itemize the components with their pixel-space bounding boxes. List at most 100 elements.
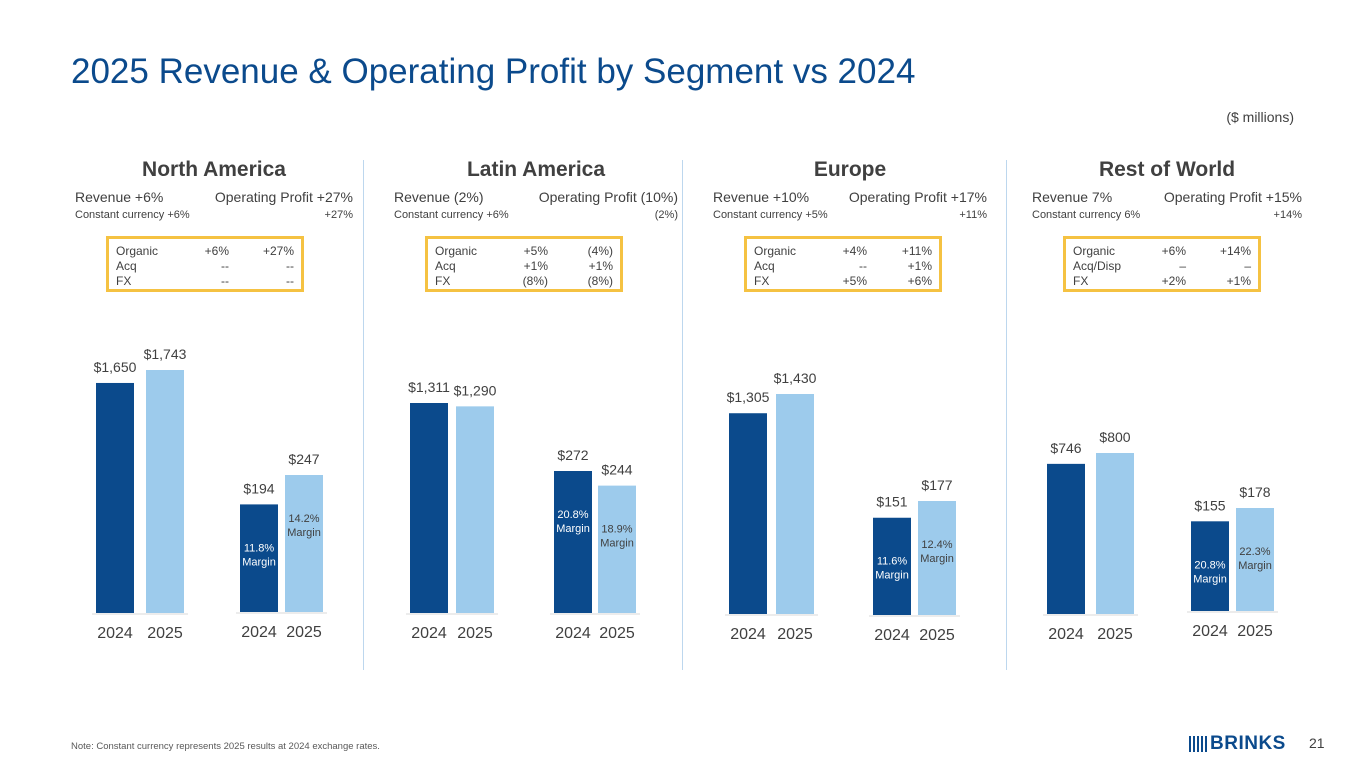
page-title: 2025 Revenue & Operating Profit by Segme… <box>71 52 916 91</box>
data-label: $247 <box>288 451 319 467</box>
bridge-row: Acq -- +1% <box>754 259 932 274</box>
op-profit-growth: Operating Profit +27% <box>214 189 353 205</box>
margin-label: Margin <box>287 527 321 539</box>
bridge-label: Organic <box>435 244 478 258</box>
bridge-row: Acq +1% +1% <box>435 259 613 274</box>
revenue-growth: Revenue 7% <box>1032 189 1113 205</box>
x-tick-label: 2025 <box>147 625 183 642</box>
bar-2024 <box>554 471 592 613</box>
bridge-row: Organic +6% +27% <box>116 244 294 259</box>
margin-label: 11.8% <box>244 542 275 554</box>
bar-2025 <box>918 501 956 615</box>
op-profit-growth: Operating Profit +17% <box>848 189 987 205</box>
page-number: 21 <box>1309 735 1325 751</box>
logo-bars-icon <box>1189 736 1207 752</box>
margin-label: 20.8% <box>557 509 588 521</box>
bridge-rev: +5% <box>842 274 867 288</box>
data-label: $151 <box>876 494 907 510</box>
bar-2024 <box>96 382 134 613</box>
margin-label: Margin <box>600 538 634 550</box>
bridge-label: FX <box>1073 274 1089 288</box>
bridge-row: FX +2% +1% <box>1073 274 1251 289</box>
growth-bridge-box: Organic +6% +14% Acq/Disp – – FX +2% +1% <box>1063 236 1261 292</box>
bar-2024 <box>1047 463 1085 614</box>
bridge-label: Organic <box>116 244 159 258</box>
margin-label: 11.6% <box>877 556 908 568</box>
bridge-rev: +4% <box>842 244 867 258</box>
bridge-op: (4%) <box>587 244 613 258</box>
data-label: $155 <box>1194 497 1225 513</box>
data-label: $1,305 <box>727 389 770 405</box>
segment-title: Europe <box>813 158 887 181</box>
bridge-label: FX <box>435 274 451 288</box>
bridge-op: +1% <box>1226 274 1251 288</box>
bridge-label: Organic <box>754 244 797 258</box>
data-label: $272 <box>557 447 588 463</box>
bridge-label: Acq <box>754 259 775 273</box>
x-tick-label: 2024 <box>874 627 910 644</box>
bridge-rev: -- <box>859 259 867 273</box>
data-label: $178 <box>1239 484 1270 500</box>
x-tick-label: 2024 <box>555 625 591 642</box>
bridge-rev: +6% <box>1161 244 1186 258</box>
cc-op-profit: +11% <box>959 209 987 221</box>
x-tick-label: 2025 <box>457 625 493 642</box>
growth-bridge-box: Organic +5% (4%) Acq +1% +1% FX (8%) (8%) <box>425 236 623 292</box>
bar-2025 <box>456 406 494 613</box>
bridge-op: +11% <box>901 244 932 258</box>
segment-divider <box>363 160 364 670</box>
bar-2024 <box>1191 521 1229 611</box>
cc-revenue: Constant currency +6% <box>75 209 190 221</box>
data-label: $746 <box>1050 440 1081 456</box>
x-tick-label: 2025 <box>1237 623 1273 640</box>
margin-label: 14.2% <box>288 513 319 525</box>
bridge-op: -- <box>286 259 294 273</box>
bar-2025 <box>1236 508 1274 611</box>
data-label: $1,430 <box>774 370 817 386</box>
bar-2025 <box>146 370 184 613</box>
cc-op-profit: (2%) <box>654 209 678 221</box>
revenue-growth: Revenue +10% <box>713 189 810 205</box>
bridge-label: Acq/Disp <box>1073 259 1122 273</box>
op-profit-growth: Operating Profit +15% <box>1163 189 1302 205</box>
segment-north-america: North America Revenue +6% Operating Prof… <box>75 0 353 768</box>
data-label: $1,743 <box>144 346 187 362</box>
bridge-label: Acq <box>116 259 137 273</box>
bar-2024 <box>729 413 767 614</box>
bridge-op: +6% <box>907 274 932 288</box>
growth-bridge-box: Organic +4% +11% Acq -- +1% FX +5% +6% <box>744 236 942 292</box>
x-tick-label: 2025 <box>919 627 955 644</box>
brinks-logo: BRINKS <box>1189 733 1286 755</box>
bar-2025 <box>598 485 636 613</box>
bridge-row: Organic +6% +14% <box>1073 244 1251 259</box>
growth-bridge-box: Organic +6% +27% Acq -- -- FX -- -- <box>106 236 304 292</box>
margin-label: 22.3% <box>1239 546 1270 558</box>
bridge-label: Acq <box>435 259 456 273</box>
margin-label: Margin <box>875 570 909 582</box>
bridge-op: – <box>1244 259 1251 273</box>
x-tick-label: 2024 <box>1048 626 1084 643</box>
bridge-op: +27% <box>262 244 294 258</box>
segment-rest-of-world: Rest of World Revenue 7% Operating Profi… <box>1032 0 1302 768</box>
cc-revenue: Constant currency 6% <box>1032 209 1141 221</box>
bridge-rev: +5% <box>523 244 548 258</box>
bridge-op: +1% <box>907 259 932 273</box>
bridge-rev: +6% <box>204 244 229 258</box>
segment-title: Latin America <box>466 158 606 181</box>
segment-latin-america: Latin America Revenue (2%) Operating Pro… <box>394 0 678 768</box>
x-tick-label: 2024 <box>730 626 766 643</box>
data-label: $1,311 <box>408 379 450 395</box>
x-tick-label: 2024 <box>411 625 447 642</box>
bar-2025 <box>1096 453 1134 614</box>
cc-revenue: Constant currency +6% <box>394 209 509 221</box>
data-label: $194 <box>243 480 274 496</box>
bridge-op: +1% <box>588 259 613 273</box>
data-label: $177 <box>921 477 952 493</box>
bar-2025 <box>285 475 323 612</box>
revenue-growth: Revenue +6% <box>75 189 164 205</box>
x-tick-label: 2025 <box>286 624 322 641</box>
bridge-row: Acq/Disp – – <box>1073 259 1251 274</box>
bridge-row: Organic +5% (4%) <box>435 244 613 259</box>
segment-divider <box>682 160 683 670</box>
